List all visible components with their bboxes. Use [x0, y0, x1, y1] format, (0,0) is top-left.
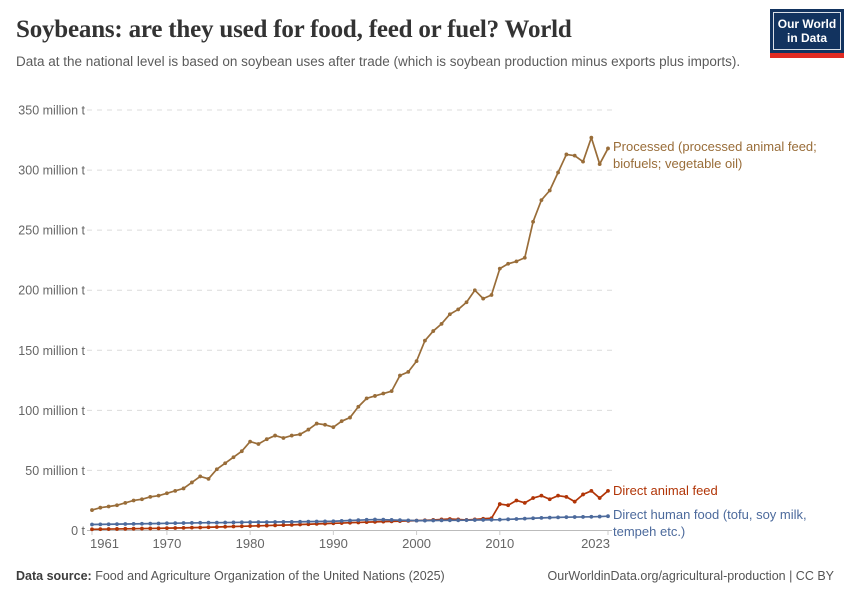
svg-text:2010: 2010 [485, 536, 514, 551]
owid-logo-box: Our World in Data [770, 9, 844, 53]
series-label-processed-line1: Processed (processed animal feed; [613, 139, 817, 154]
series-label-processed: Processed (processed animal feed; biofue… [613, 139, 843, 172]
svg-text:2023: 2023 [581, 536, 610, 551]
owid-logo-inner-border: Our World in Data [773, 12, 841, 50]
svg-text:2000: 2000 [402, 536, 431, 551]
svg-text:1980: 1980 [236, 536, 265, 551]
chart-subtitle: Data at the national level is based on s… [16, 54, 741, 69]
page-title: Soybeans: are they used for food, feed o… [16, 16, 572, 43]
data-source-text: Data source: Food and Agriculture Organi… [16, 569, 445, 583]
owid-license-link[interactable]: OurWorldinData.org/agricultural-producti… [547, 569, 834, 583]
svg-text:50 million t: 50 million t [25, 464, 85, 478]
chart-footer: Data source: Food and Agriculture Organi… [0, 569, 850, 583]
svg-text:350 million t: 350 million t [18, 104, 85, 118]
svg-text:1961: 1961 [90, 536, 119, 551]
svg-text:300 million t: 300 million t [18, 164, 85, 178]
series-label-food-line1: Direct human food (tofu, soy milk, [613, 507, 807, 522]
svg-text:250 million t: 250 million t [18, 224, 85, 238]
svg-text:0 t: 0 t [71, 524, 85, 538]
svg-text:200 million t: 200 million t [18, 284, 85, 298]
svg-text:100 million t: 100 million t [18, 404, 85, 418]
owid-logo-text-line2: in Data [786, 31, 827, 45]
owid-logo-red-stripe [770, 53, 844, 58]
svg-text:150 million t: 150 million t [18, 344, 85, 358]
data-source-label: Data source: [16, 569, 92, 583]
series-label-food-line2: tempeh etc.) [613, 523, 686, 539]
svg-text:1990: 1990 [319, 536, 348, 551]
series-label-direct-human-food: Direct human food (tofu, soy milk, tempe… [613, 507, 843, 540]
series-label-feed-line1: Direct animal feed [613, 483, 718, 498]
owid-logo-text-line1: Our World [777, 17, 837, 31]
owid-logo[interactable]: Our World in Data [770, 9, 844, 58]
series-label-processed-line2: biofuels; vegetable oil) [613, 155, 743, 171]
data-source-value: Food and Agriculture Organization of the… [91, 569, 445, 583]
svg-text:1970: 1970 [152, 536, 181, 551]
series-label-direct-animal-feed: Direct animal feed [613, 483, 843, 500]
